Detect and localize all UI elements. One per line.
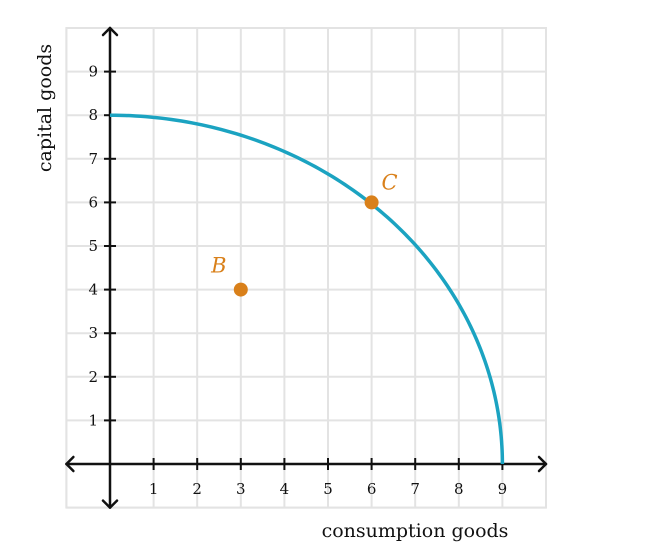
x-tick-label: 8 <box>454 480 464 498</box>
point-label-c: C <box>382 170 398 194</box>
y-tick-label: 8 <box>88 106 98 124</box>
point-label-b: B <box>210 254 226 278</box>
x-tick-label: 4 <box>280 480 290 498</box>
y-tick-label: 2 <box>88 368 98 386</box>
x-axis-title: consumption goods <box>322 520 509 542</box>
ppf-curve <box>109 113 505 465</box>
points: BC <box>210 170 398 297</box>
y-tick-label: 3 <box>88 324 98 342</box>
y-axis-arrow-up <box>101 26 119 37</box>
x-tick-label: 7 <box>410 480 420 498</box>
tick-labels: 1 2 3 4 5 6 7 8 9 1 2 3 4 5 6 7 8 9 <box>88 63 507 498</box>
y-tick-label: 1 <box>88 411 98 429</box>
y-tick-label: 9 <box>88 63 98 81</box>
x-axis-arrow-left <box>65 455 75 473</box>
x-tick-label: 6 <box>367 480 377 498</box>
y-tick-label: 4 <box>88 281 98 299</box>
point-b <box>233 282 248 297</box>
x-axis-arrow-right <box>537 455 548 473</box>
x-tick-label: 2 <box>192 480 202 498</box>
x-tick-label: 9 <box>498 480 508 498</box>
axes <box>65 26 548 509</box>
grid <box>65 27 547 509</box>
x-tick-label: 3 <box>236 480 246 498</box>
x-tick-label: 5 <box>323 480 333 498</box>
y-axis-title: capital goods <box>34 44 56 172</box>
y-axis-arrow-down <box>101 499 119 509</box>
x-tick-label: 1 <box>149 480 159 498</box>
y-tick-label: 7 <box>88 150 98 168</box>
point-c <box>364 195 379 210</box>
y-tick-label: 5 <box>88 237 98 255</box>
y-tick-label: 6 <box>88 193 98 211</box>
plot-border <box>65 27 548 509</box>
